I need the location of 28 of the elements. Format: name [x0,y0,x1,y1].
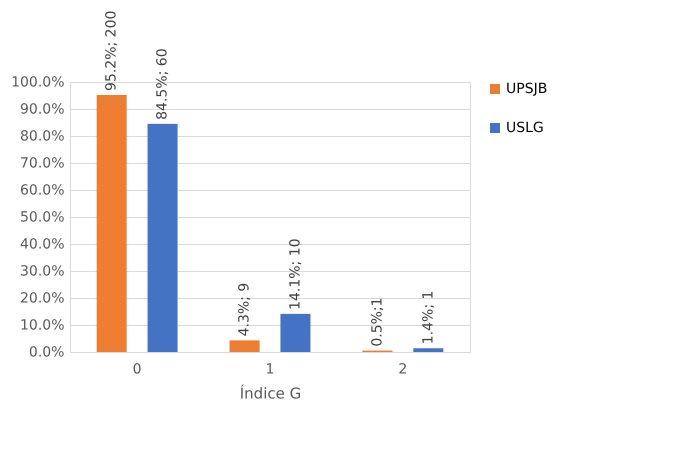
legend-label: USLG [506,120,544,136]
data-label: 14.1%; 10 [287,238,304,310]
bar [413,348,444,352]
data-label: 1.4%; 1 [420,290,436,344]
y-tick-label: 40.0% [20,236,64,252]
bar [230,340,260,352]
y-tick-label: 10.0% [20,318,64,334]
data-label: 4.3%; 9 [236,282,253,336]
x-tick-label: 2 [398,362,408,378]
x-tick-label: 1 [266,362,274,378]
bar [96,94,127,352]
y-tick-label: 0.0% [28,344,64,360]
y-tick-label: 90.0% [20,102,64,118]
data-label: 84.5%; 60 [154,48,171,120]
y-tick-label: 60.0% [20,182,64,198]
bar [280,314,310,352]
x-tick-label: 0 [132,362,142,378]
x-axis-title: Índice G [240,384,302,402]
data-label: 95.2%; 200 [104,10,120,91]
y-tick-label: 50.0% [20,210,64,226]
y-tick-label: 80.0% [20,128,64,144]
y-tick-label: 70.0% [20,156,64,172]
legend-label: UPSJB [506,81,548,97]
y-tick-label: 20.0% [20,290,64,306]
y-tick-label: 30.0% [20,264,64,280]
data-label: 0.5%;1 [369,297,386,347]
bar [148,124,178,352]
y-tick-label: 100.0% [11,74,64,90]
